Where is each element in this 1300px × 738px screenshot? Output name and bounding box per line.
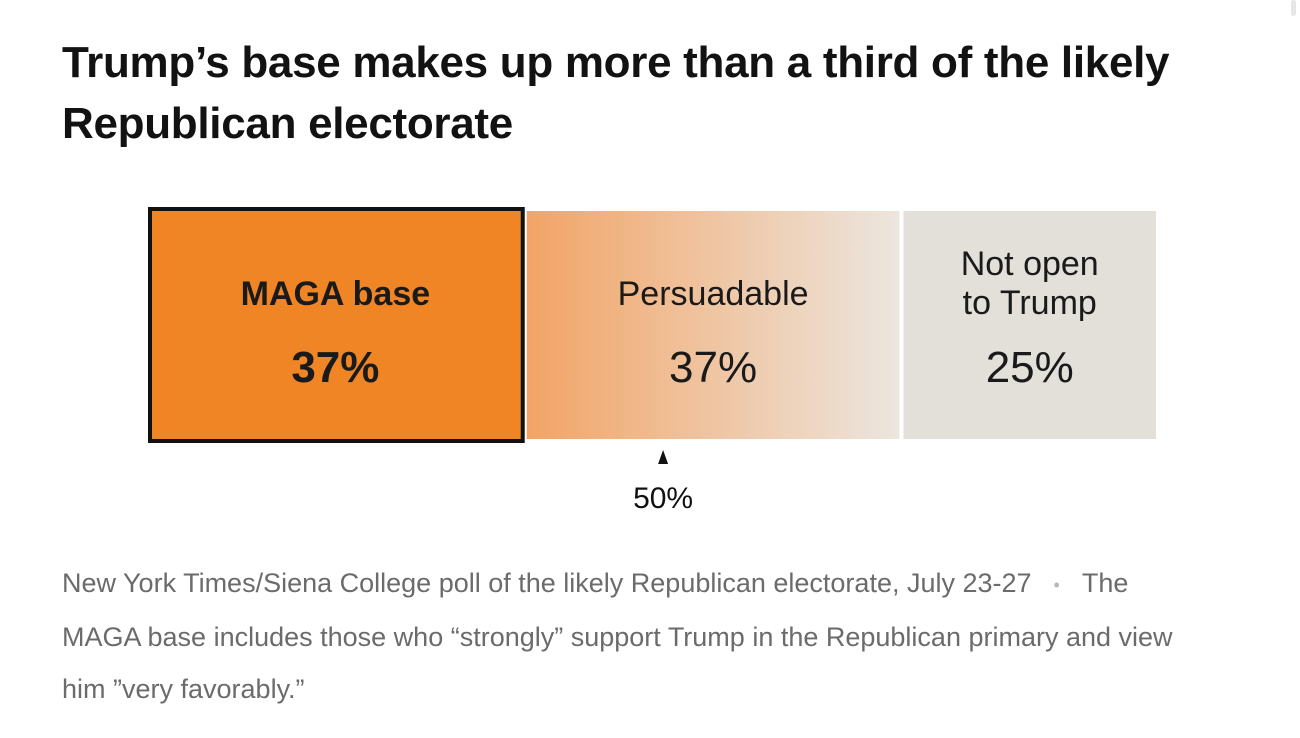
chart-caption: New York Times/Siena College poll of the…	[62, 557, 1182, 715]
segment-value-not-open-to-trump: 25%	[986, 343, 1074, 392]
bar-segment-persuadable	[526, 211, 900, 439]
marker-triangle-icon	[658, 450, 669, 464]
bar-segment-maga-base	[148, 207, 525, 443]
caption-source: New York Times/Siena College poll of the…	[62, 568, 1032, 598]
segment-label-persuadable: Persuadable	[618, 275, 809, 313]
segment-label-not-open-to-trump-line-1: Not open	[961, 245, 1099, 283]
chart-title: Trump’s base makes up more than a third …	[62, 38, 1170, 148]
scrollbar-track[interactable]	[1286, 0, 1300, 738]
segment-label-not-open-to-trump-line-2: to Trump	[963, 284, 1097, 322]
segment-label-maga-base: MAGA base	[241, 275, 431, 313]
stacked-bar-chart: MAGA base 37% Persuadable 37% Not open to Tru…	[148, 207, 1156, 515]
segment-value-maga-base: 37%	[291, 343, 379, 392]
segment-value-persuadable: 37%	[669, 343, 757, 392]
marker-label: 50%	[633, 482, 693, 515]
bar-segment-not-open-to-trump	[903, 211, 1156, 439]
caption-note: The MAGA base includes those who “strong…	[62, 568, 1173, 704]
scrollbar-thumb[interactable]	[1291, 0, 1296, 16]
bullet-separator: •	[1053, 574, 1060, 595]
